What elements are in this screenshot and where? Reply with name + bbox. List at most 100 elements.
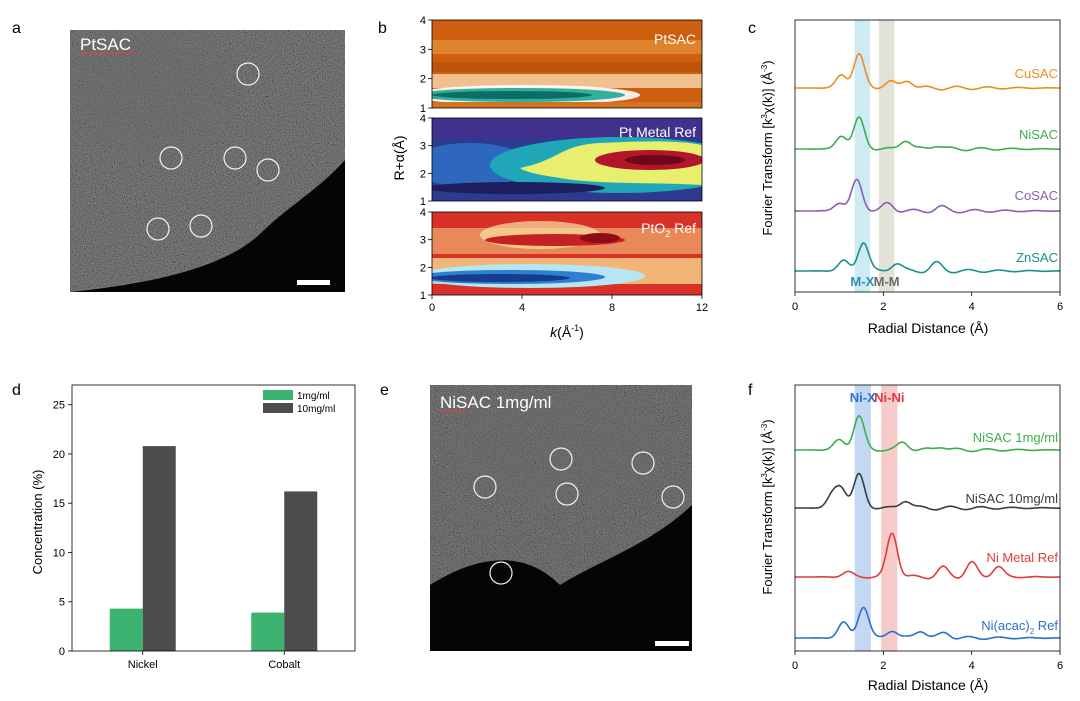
x-tick-label: 0 xyxy=(792,660,798,672)
y-tick-label: 2 xyxy=(420,262,426,274)
scale-bar xyxy=(297,280,330,285)
x-tick-label: 6 xyxy=(1057,660,1063,672)
region-band xyxy=(881,385,898,651)
spectrum-line xyxy=(795,415,1060,453)
y-tick-label: 1 xyxy=(420,103,426,115)
x-tick-label: Nickel xyxy=(128,659,158,671)
single-atom-marker xyxy=(256,158,280,182)
legend-swatch xyxy=(263,390,293,400)
single-atom-marker xyxy=(631,451,655,475)
series-label: CuSAC xyxy=(1015,66,1058,81)
single-atom-marker xyxy=(489,561,513,585)
bar xyxy=(142,446,176,651)
wavelet-ylabel: R+α(Å) xyxy=(391,135,407,180)
wavelet-pto2-label: PtO2 Ref xyxy=(641,220,696,239)
single-atom-marker xyxy=(661,485,685,509)
plot-frame xyxy=(794,19,1061,293)
region-band xyxy=(854,385,871,651)
vacuum-region xyxy=(70,160,345,292)
single-atom-marker xyxy=(236,62,260,86)
x-tick-label: 2 xyxy=(880,660,886,672)
scale-bar xyxy=(655,641,689,646)
spectrum-line xyxy=(795,606,1060,641)
ft-exafs-plot-f: NiSAC 1mg/ml NiSAC 10mg/ml Ni Metal Ref Ni(… xyxy=(792,384,1063,672)
y-tick-label: 2 xyxy=(420,74,426,86)
panel-letter-f: f xyxy=(748,382,753,399)
bar xyxy=(109,608,143,651)
x-tick-label: 0 xyxy=(429,302,435,314)
wavelet-pt-metal-label: Pt Metal Ref xyxy=(619,124,696,140)
micrograph-e xyxy=(430,385,692,651)
panel-letter-a: a xyxy=(12,20,21,37)
y-tick-label: 3 xyxy=(420,235,426,247)
panel-letter-d: d xyxy=(12,382,21,399)
subplot-frame xyxy=(431,117,703,202)
bar xyxy=(284,491,318,651)
panel-letter-e: e xyxy=(380,382,389,399)
y-tick-label: 3 xyxy=(420,141,426,153)
ni-acac-ref-label: Ni(acac)2 Ref xyxy=(981,618,1058,636)
x-tick-label: 4 xyxy=(969,301,975,313)
y-tick-label: 2 xyxy=(420,168,426,180)
y-tick-label: 1 xyxy=(420,290,426,302)
single-atom-marker xyxy=(549,447,573,471)
band-label: Ni-X xyxy=(850,390,876,405)
band-label: M-M xyxy=(874,274,900,289)
spectrum-line xyxy=(795,472,1060,511)
bar-chart-ylabel: Concentration (%) xyxy=(30,470,45,575)
single-atom-marker xyxy=(146,217,170,241)
plot-frame xyxy=(71,384,356,652)
x-tick-label: Cobalt xyxy=(268,659,300,671)
region-band xyxy=(878,20,895,292)
x-tick-label: 4 xyxy=(969,660,975,672)
micrograph-e-label: NiSAC 1mg/ml xyxy=(440,393,551,412)
x-tick-label: 4 xyxy=(519,302,525,314)
x-tick-label: 6 xyxy=(1057,301,1063,313)
ft-exafs-f-ylabel: Fourier Transform [k3χ(k)] (Å-3) xyxy=(760,419,775,594)
single-atom-marker xyxy=(159,146,183,170)
ft-exafs-c-ylabel: Fourier Transform [k3χ(k)] (Å-3) xyxy=(760,60,775,235)
micrograph-a xyxy=(70,30,345,292)
x-tick-label: 2 xyxy=(880,301,886,313)
legend-label: 10mg/ml xyxy=(297,404,335,415)
y-tick-label: 10 xyxy=(53,547,65,559)
spectrum-line xyxy=(795,242,1060,274)
x-tick-label: 0 xyxy=(792,301,798,313)
ft-exafs-f-xlabel: Radial Distance (Å) xyxy=(868,677,989,693)
series-label: NiSAC 10mg/ml xyxy=(966,491,1059,506)
y-tick-label: 4 xyxy=(420,207,426,219)
bar-chart-d: Nickel Cobalt 0 5 10 15 20 25 1mg/ml 10mg/ml xyxy=(53,384,356,671)
single-atom-marker xyxy=(223,146,247,170)
wavelet-ptsac-label: PtSAC xyxy=(654,31,696,47)
x-tick-label: 8 xyxy=(609,302,615,314)
panel-letter-b: b xyxy=(378,20,387,37)
wavelet-map-pt-metal xyxy=(432,118,702,201)
y-tick-label: 3 xyxy=(420,44,426,56)
band-label: Ni-Ni xyxy=(874,390,904,405)
series-label: ZnSAC xyxy=(1016,250,1058,265)
wavelet-xlabel: k(Å-1) xyxy=(550,323,584,340)
y-tick-label: 5 xyxy=(59,597,65,609)
y-tick-label: 1 xyxy=(420,196,426,208)
y-tick-label: 0 xyxy=(59,646,65,658)
legend-label: 1mg/ml xyxy=(297,391,330,402)
x-tick-label: 12 xyxy=(696,302,708,314)
wavelet-map-ptsac xyxy=(432,20,702,108)
subplot-frame xyxy=(431,211,703,296)
y-tick-label: 20 xyxy=(53,449,65,461)
series-label: CoSAC xyxy=(1015,188,1058,203)
panel-letter-c: c xyxy=(748,20,756,37)
y-tick-label: 4 xyxy=(420,15,426,27)
series-label: NiSAC xyxy=(1019,127,1058,142)
vacuum-region xyxy=(430,505,692,651)
region-band xyxy=(854,20,871,292)
wavelet-map-pto2 xyxy=(432,212,702,295)
single-atom-marker xyxy=(189,214,213,238)
spectrum-line xyxy=(795,178,1060,214)
y-tick-label: 4 xyxy=(420,113,426,125)
single-atom-marker xyxy=(555,482,579,506)
spectrum-line xyxy=(795,53,1060,91)
plot-frame xyxy=(794,384,1061,652)
bar xyxy=(251,612,285,651)
